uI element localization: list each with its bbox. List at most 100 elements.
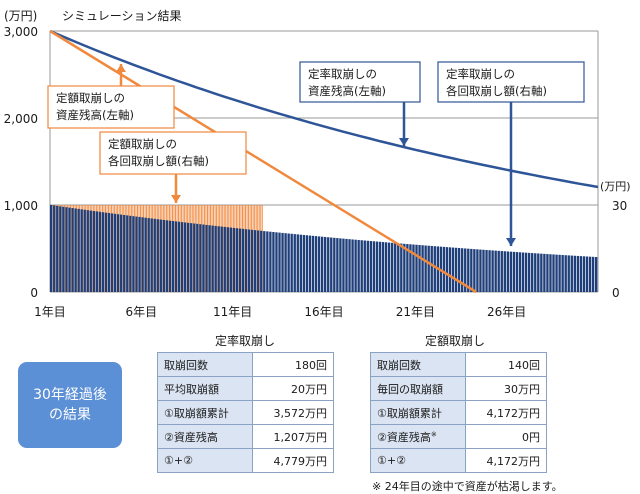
teiritsu-bar: [59, 206, 62, 292]
teiritsu-bar: [506, 251, 510, 292]
teiritsu-bar: [521, 252, 525, 292]
teiritsu-bar: [284, 233, 287, 292]
teiritsu-bar: [445, 247, 449, 292]
x-tick-label: 16年目: [304, 305, 343, 319]
teiritsu-bar: [263, 231, 266, 292]
teiritsu-bar: [390, 242, 394, 292]
teiritsu-bar: [537, 253, 540, 292]
teiritsu-bar: [588, 256, 592, 292]
teiritsu-bar: [193, 223, 196, 292]
teiritsu-bar: [543, 253, 546, 292]
teiritsu-bar: [546, 254, 549, 292]
teiritsu-bar: [208, 225, 211, 292]
teiritsu-bar: [421, 245, 424, 292]
ann-teigaku-balance-text: 資産残高(左軸): [56, 108, 134, 122]
row-value: 4,172万円: [465, 400, 547, 425]
footnote-mark: ※: [430, 429, 437, 438]
teiritsu-bar: [217, 226, 220, 292]
row-label: 毎回の取崩額: [370, 376, 466, 401]
teiritsu-bar: [138, 216, 141, 292]
teiritsu-bar: [260, 230, 263, 292]
x-tick-label: 11年目: [213, 305, 252, 319]
teiritsu-bar: [448, 247, 452, 292]
teiritsu-bar: [62, 206, 65, 292]
teiritsu-bar: [180, 222, 184, 292]
teiritsu-bar: [123, 215, 126, 292]
teiritsu-bar: [357, 239, 360, 292]
teiritsu-bar: [244, 229, 248, 292]
teiritsu-bar: [311, 235, 315, 292]
teiritsu-bar: [95, 211, 99, 292]
teiritsu-bar: [582, 256, 586, 292]
teiritsu-bar: [257, 230, 260, 292]
teiritsu-bar: [162, 219, 166, 292]
teiritsu-bar: [89, 210, 92, 292]
teiritsu-bar: [296, 234, 299, 292]
teiritsu-bar: [354, 239, 357, 292]
teiritsu-bar: [196, 223, 199, 292]
table-row: 取崩回数 180回: [157, 352, 334, 377]
left-tick-label: 3,000: [4, 25, 38, 39]
teiritsu-bar: [573, 255, 577, 292]
ann-teiritsu-balance-box: [299, 61, 421, 103]
teiritsu-bar: [314, 236, 318, 292]
teiritsu-bar: [324, 236, 327, 292]
teiritsu-bar: [302, 234, 306, 292]
teiritsu-bar: [159, 219, 162, 292]
row-label: ①取崩額累計: [370, 400, 466, 425]
teiritsu-bar: [132, 216, 135, 292]
teiritsu-bar: [113, 213, 117, 292]
simulation-chart: シミュレーション結果 (万円) (万円) 0 1,000 2,000 3,000 0 30 1年目…: [4, 9, 631, 319]
teiritsu-bar: [406, 244, 409, 292]
teiritsu-bar: [126, 215, 129, 292]
teiritsu-bar: [214, 225, 217, 292]
teiritsu-bar: [558, 254, 561, 292]
teiritsu-bar: [56, 205, 59, 292]
teiritsu-bar: [174, 221, 178, 292]
teiritsu-bar: [351, 239, 354, 292]
ann-teiritsu-bar-box: [437, 61, 585, 103]
teiritsu-bar: [360, 240, 363, 292]
teiritsu-bar: [287, 233, 290, 292]
teiritsu-bar: [549, 254, 552, 292]
teiritsu-bar: [253, 230, 257, 292]
table-row: ①取崩額累計 4,172万円: [370, 400, 547, 425]
table-row: ②資産残高※ 0円: [370, 424, 547, 449]
teiritsu-bar: [278, 232, 281, 292]
teiritsu-bar: [415, 244, 418, 292]
teiritsu-bar: [74, 208, 77, 292]
teiritsu-bar: [476, 249, 479, 292]
teiritsu-bar: [552, 254, 555, 292]
teiritsu-bar: [369, 241, 373, 292]
row-value: 30万円: [465, 376, 547, 401]
teiritsu-bar: [120, 214, 123, 292]
row-value: 0円: [465, 424, 547, 449]
teiritsu-bar: [141, 217, 144, 292]
teiritsu-bar: [442, 246, 446, 292]
right-tick-label: 0: [612, 286, 620, 300]
teiritsu-bar: [205, 224, 208, 292]
teiritsu-bar: [226, 227, 229, 292]
teiritsu-bar: [527, 252, 531, 292]
teiritsu-bar: [387, 242, 391, 292]
teiritsu-bar: [147, 218, 150, 292]
teiritsu-bar: [461, 248, 464, 292]
teiritsu-bar: [92, 210, 95, 292]
result-box-line2: の結果: [49, 407, 91, 423]
teiritsu-bar: [317, 236, 321, 292]
table-row: ①取崩額累計 3,572万円: [157, 400, 334, 425]
teiritsu-bar: [454, 247, 458, 292]
teiritsu-bar: [211, 225, 214, 292]
teiritsu-bar: [397, 243, 400, 292]
teiritsu-bar: [342, 238, 345, 292]
ann-teiritsu-bar-arrowhead: [506, 238, 516, 246]
teiritsu-bar: [183, 222, 187, 292]
teiritsu-bar: [336, 238, 339, 292]
teiritsu-bar: [104, 212, 108, 292]
teiritsu-bar: [241, 228, 245, 292]
table-row: ①+② 4,779万円: [157, 448, 334, 473]
table-row: ②資産残高 1,207万円: [157, 424, 334, 449]
teiritsu-bar: [290, 233, 293, 292]
teiritsu-bar: [378, 241, 382, 292]
teiritsu-bar: [518, 252, 522, 292]
